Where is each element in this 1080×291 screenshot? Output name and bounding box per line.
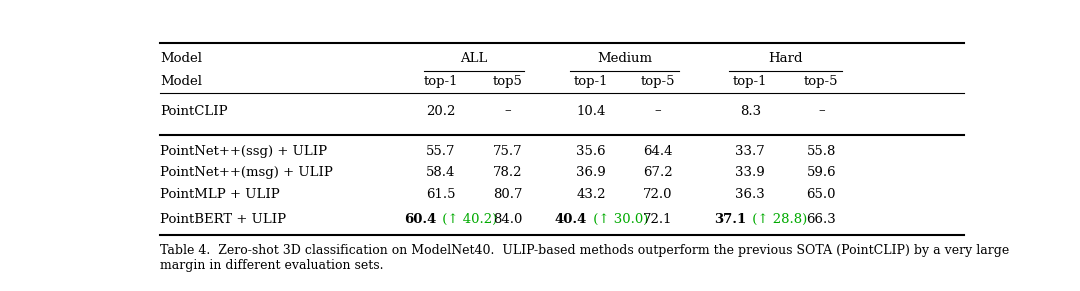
- Text: 60.4: 60.4: [404, 213, 436, 226]
- Text: 72.1: 72.1: [644, 213, 673, 226]
- Text: 40.4: 40.4: [555, 213, 588, 226]
- Text: Table 4.  Zero-shot 3D classification on ModelNet40.  ULIP-based methods outperf: Table 4. Zero-shot 3D classification on …: [160, 244, 1010, 272]
- Text: Hard: Hard: [768, 52, 802, 65]
- Text: (↑ 30.0): (↑ 30.0): [589, 213, 648, 226]
- Text: 33.7: 33.7: [735, 145, 765, 158]
- Text: (↑ 28.8): (↑ 28.8): [747, 213, 807, 226]
- Text: PointMLP + ULIP: PointMLP + ULIP: [160, 187, 280, 200]
- Text: Medium: Medium: [597, 52, 652, 65]
- Text: top-1: top-1: [733, 75, 768, 88]
- Text: 35.6: 35.6: [577, 145, 606, 158]
- Text: 72.0: 72.0: [644, 187, 673, 200]
- Text: 37.1: 37.1: [714, 213, 746, 226]
- Text: top-1: top-1: [573, 75, 608, 88]
- Text: 59.6: 59.6: [807, 166, 836, 179]
- Text: 61.5: 61.5: [426, 187, 456, 200]
- Text: 20.2: 20.2: [426, 104, 455, 118]
- Text: top-5: top-5: [805, 75, 838, 88]
- Text: 65.0: 65.0: [807, 187, 836, 200]
- Text: PointCLIP: PointCLIP: [160, 104, 228, 118]
- Text: Model: Model: [160, 75, 202, 88]
- Text: 58.4: 58.4: [426, 166, 455, 179]
- Text: 43.2: 43.2: [577, 187, 606, 200]
- Text: top5: top5: [492, 75, 523, 88]
- Text: –: –: [818, 104, 825, 118]
- Text: 78.2: 78.2: [492, 166, 523, 179]
- Text: PointNet++(msg) + ULIP: PointNet++(msg) + ULIP: [160, 166, 333, 179]
- Text: 80.7: 80.7: [492, 187, 523, 200]
- Text: PointBERT + ULIP: PointBERT + ULIP: [160, 213, 286, 226]
- Text: 64.4: 64.4: [644, 145, 673, 158]
- Text: –: –: [654, 104, 661, 118]
- Text: 33.9: 33.9: [735, 166, 765, 179]
- Text: Model: Model: [160, 52, 202, 65]
- Text: top-1: top-1: [423, 75, 458, 88]
- Text: (↑ 40.2): (↑ 40.2): [438, 213, 497, 226]
- Text: ALL: ALL: [460, 52, 488, 65]
- Text: –: –: [504, 104, 511, 118]
- Text: 84.0: 84.0: [492, 213, 522, 226]
- Text: top-5: top-5: [640, 75, 675, 88]
- Text: 36.3: 36.3: [735, 187, 765, 200]
- Text: 55.8: 55.8: [807, 145, 836, 158]
- Text: 36.9: 36.9: [577, 166, 606, 179]
- Text: 66.3: 66.3: [807, 213, 836, 226]
- Text: 67.2: 67.2: [644, 166, 673, 179]
- Text: 75.7: 75.7: [492, 145, 523, 158]
- Text: 10.4: 10.4: [577, 104, 606, 118]
- Text: 8.3: 8.3: [740, 104, 760, 118]
- Text: PointNet++(ssg) + ULIP: PointNet++(ssg) + ULIP: [160, 145, 327, 158]
- Text: 55.7: 55.7: [426, 145, 456, 158]
